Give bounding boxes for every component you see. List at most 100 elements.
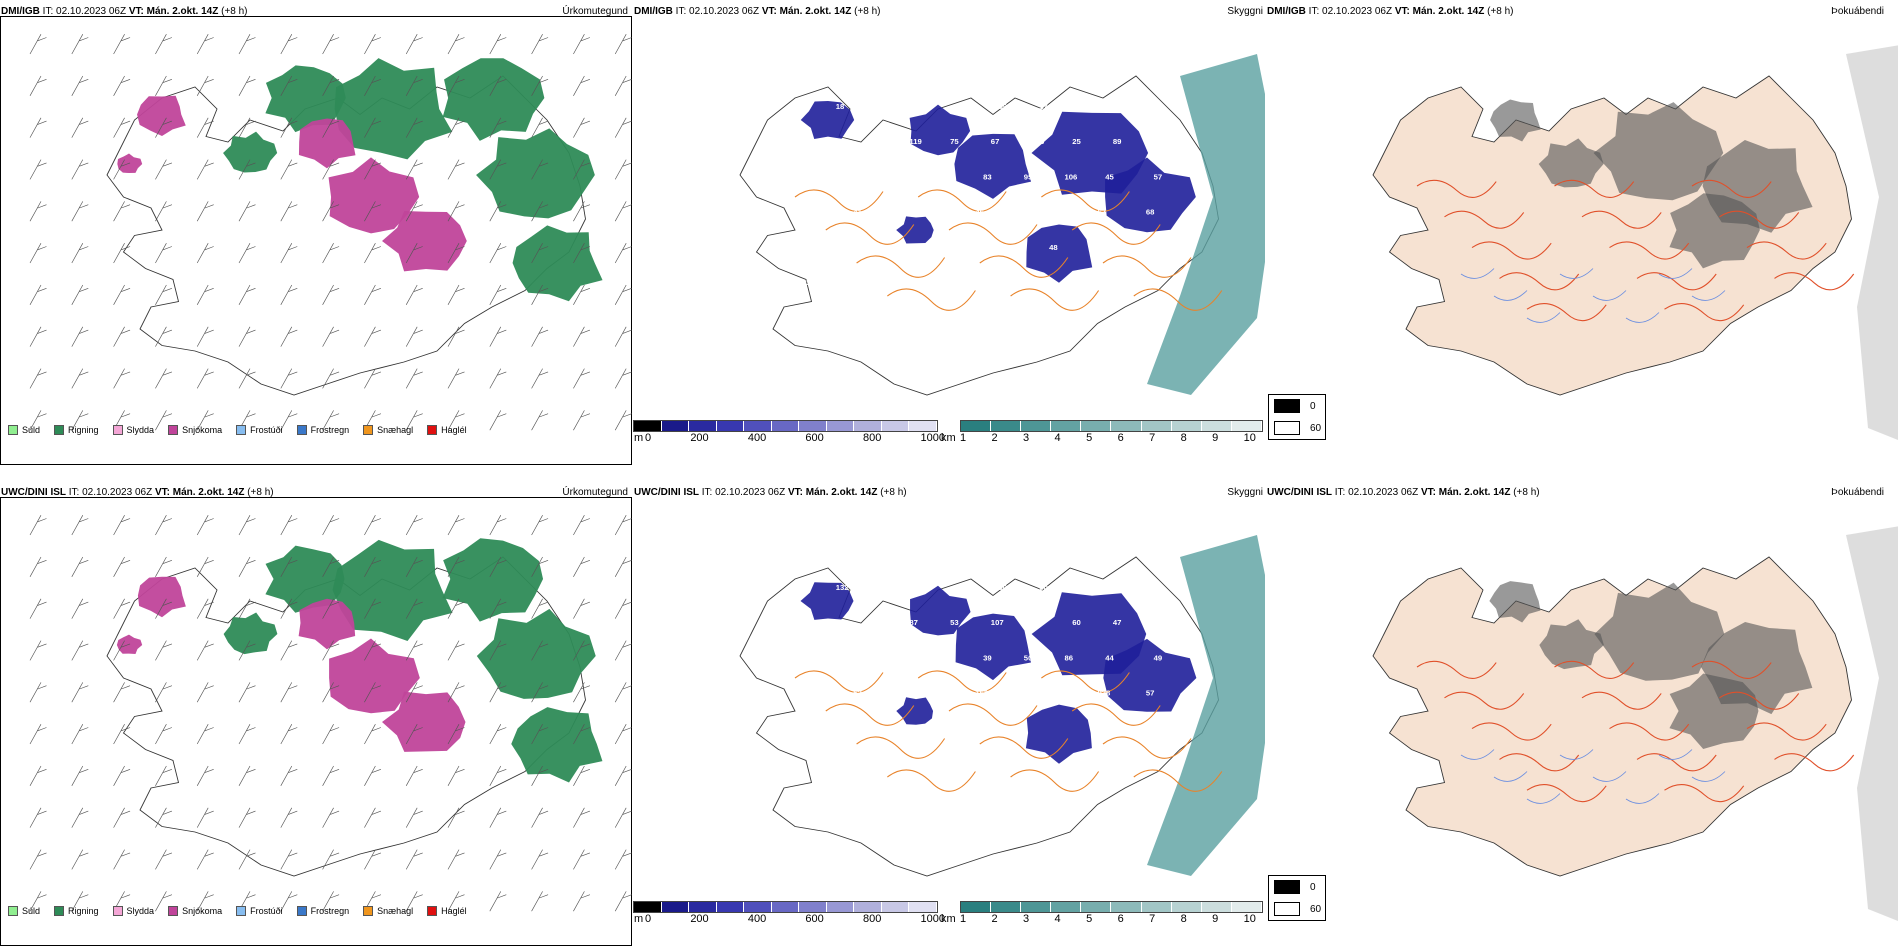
ceiling-value-label: 43 xyxy=(1032,618,1041,627)
wind-barb xyxy=(196,159,214,180)
fog-area xyxy=(1669,193,1760,269)
road-line xyxy=(1133,769,1223,792)
ceiling-value-label: 41 xyxy=(853,208,862,217)
road-line xyxy=(887,288,976,311)
wind-barb xyxy=(196,598,214,619)
colorbar-segment xyxy=(716,421,745,431)
wind-barb xyxy=(155,75,173,96)
wind-barb xyxy=(405,724,423,745)
ceiling-value-label: 45 xyxy=(820,653,829,662)
map-frame xyxy=(0,16,632,465)
ceiling-value-label: 45 xyxy=(813,689,822,698)
fog-legend-item: 0 xyxy=(1274,880,1316,894)
wind-barb xyxy=(113,326,131,347)
ceiling-value-label: 18 xyxy=(836,102,845,111)
wind-barb xyxy=(155,891,173,912)
wind-barb xyxy=(71,34,89,55)
legend-swatch xyxy=(8,906,18,916)
ceiling-value-label: 47 xyxy=(1113,618,1122,627)
rain-area xyxy=(476,128,595,219)
colorbar-tick: 4 xyxy=(1054,432,1061,444)
ceiling-value-label: 102 xyxy=(828,618,841,627)
snow-area xyxy=(382,691,466,752)
wind-barb xyxy=(447,159,465,180)
wind-barb xyxy=(113,368,131,389)
wind-barb xyxy=(29,682,47,703)
wind-barb xyxy=(196,368,214,389)
precip-legend-item: Frostregn xyxy=(296,425,349,435)
wind-barb xyxy=(155,410,173,431)
colorbar-segment xyxy=(1081,421,1112,431)
wind-barb xyxy=(196,765,214,786)
wind-barb xyxy=(573,326,591,347)
iceland-map: 151 132 102 80 66 90 60 105 142 66 102 84 87 53 107 43 6… xyxy=(739,535,1265,877)
ceiling-value-label: 52 xyxy=(886,243,895,252)
wind-barb xyxy=(155,159,173,180)
wind-barb xyxy=(364,849,382,870)
road-line xyxy=(1719,691,1800,710)
wind-barb xyxy=(573,515,591,536)
wind-barb xyxy=(614,765,632,786)
road-line xyxy=(948,222,1038,245)
colorbar-segment xyxy=(799,902,827,912)
wind-barb xyxy=(531,34,549,55)
wind-barb xyxy=(405,368,423,389)
precip-map xyxy=(29,34,632,431)
wind-barb xyxy=(531,284,549,305)
ceiling-unit: m xyxy=(634,913,644,925)
precip-legend-item: Snæhagl xyxy=(363,906,413,916)
road-line xyxy=(948,703,1038,726)
wind-barb xyxy=(322,326,340,347)
legend-swatch xyxy=(427,425,438,435)
wind-barb xyxy=(614,515,632,536)
ceiling-value-label: 63 xyxy=(1008,243,1017,252)
panel-precip-dmi: DMI/IGB IT: 02.10.2023 06Z VT: Mán. 2.ok… xyxy=(0,0,632,465)
wind-barb xyxy=(447,243,465,264)
wind-barb xyxy=(447,724,465,745)
wind-barb xyxy=(29,75,47,96)
legend-label: Snæhagl xyxy=(377,425,414,435)
wind-barb xyxy=(113,159,131,180)
wind-barb xyxy=(614,368,632,389)
wind-barb xyxy=(155,284,173,305)
rain-area xyxy=(223,131,278,173)
road-line xyxy=(856,736,946,759)
visibility-unit: km xyxy=(941,432,956,444)
wind-barb xyxy=(531,807,549,828)
wind-barb xyxy=(29,326,47,347)
colorbar-segment xyxy=(854,902,882,912)
ceiling-value-label: 45 xyxy=(927,724,936,733)
wind-barb xyxy=(531,159,549,180)
ceiling-value-label: 46 xyxy=(975,208,984,217)
river-line xyxy=(1691,290,1726,301)
wind-barb xyxy=(614,117,632,138)
ceiling-area xyxy=(896,697,934,725)
wind-barb xyxy=(322,556,340,577)
road-line xyxy=(1010,769,1100,792)
wind-barb xyxy=(280,410,298,431)
wind-barb xyxy=(238,849,256,870)
wind-barb xyxy=(29,556,47,577)
colorbar-segment xyxy=(661,421,690,431)
ceiling-value-label: 25 xyxy=(1072,137,1081,146)
wind-barb xyxy=(614,159,632,180)
wind-barb xyxy=(113,849,131,870)
visibility-unit: km xyxy=(941,913,956,925)
road-line xyxy=(794,670,884,693)
wind-barb xyxy=(155,849,173,870)
ceiling-value-label: 151 xyxy=(795,583,809,592)
wind-barb xyxy=(322,849,340,870)
wind-barb xyxy=(364,515,382,536)
wind-barb xyxy=(531,556,549,577)
wind-barb xyxy=(489,640,507,661)
wind-barb xyxy=(489,368,507,389)
wind-barb xyxy=(573,765,591,786)
wind-barb xyxy=(280,34,298,55)
road-line xyxy=(1102,255,1192,278)
ceiling-value-label: 68 xyxy=(1146,208,1155,217)
precip-map xyxy=(29,515,632,912)
road-line xyxy=(1774,272,1855,291)
colorbar-segment xyxy=(826,421,855,431)
wind-barb xyxy=(489,410,507,431)
road-line xyxy=(1416,660,1497,679)
